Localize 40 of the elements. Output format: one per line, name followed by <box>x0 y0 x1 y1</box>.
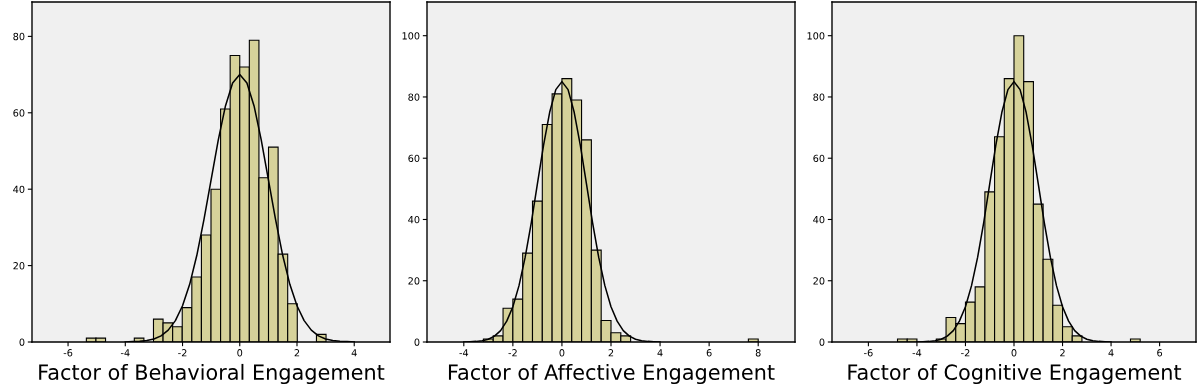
y-tick-label: 100 <box>807 32 825 40</box>
x-axis-title: Factor of Cognitive Engagement <box>848 363 1182 385</box>
x-tick-label: 0 <box>237 349 243 357</box>
x-tick-label: -2 <box>961 349 970 357</box>
x-tick-label: 2 <box>1060 349 1065 357</box>
y-tick-label: 60 <box>813 154 825 163</box>
x-tick-label: 8 <box>755 349 761 357</box>
y-tick-label: 0 <box>819 338 825 346</box>
y-tick-label: 0 <box>19 338 25 346</box>
x-tick-label: 2 <box>608 349 614 357</box>
y-tick-label: 40 <box>813 215 825 224</box>
x-tick-label: -2 <box>508 349 517 357</box>
x-tick-label: 0 <box>559 349 565 357</box>
y-tick-label: 0 <box>414 338 420 346</box>
y-tick-label: 60 <box>408 154 420 163</box>
x-tick-label: 4 <box>351 349 357 357</box>
x-tick-label: 6 <box>1157 349 1163 357</box>
y-tick-label: 40 <box>408 215 420 224</box>
y-tick-label: 80 <box>813 93 825 101</box>
x-tick-label: -6 <box>63 349 73 357</box>
x-axis-title: Factor of Behavioral Engagement <box>39 363 385 385</box>
x-tick-label: 4 <box>657 349 663 357</box>
x-tick-label: 4 <box>1108 349 1114 357</box>
y-tick-label: 80 <box>408 93 420 101</box>
x-tick-label: -2 <box>178 349 187 357</box>
y-tick-label: 60 <box>13 109 25 117</box>
x-tick-label: -6 <box>864 349 873 357</box>
y-tick-label: 20 <box>13 262 25 270</box>
y-tick-label: 100 <box>402 32 420 40</box>
x-axis-title: Factor of Affective Engagement <box>448 363 775 385</box>
x-tick-label: -4 <box>912 349 922 357</box>
x-tick-label: 2 <box>294 349 300 357</box>
x-tick-label: 6 <box>706 349 712 357</box>
y-tick-label: 20 <box>813 277 825 285</box>
x-tick-label: -4 <box>459 349 469 357</box>
x-tick-label: -4 <box>120 349 130 357</box>
x-tick-label: 0 <box>1011 349 1017 357</box>
y-tick-label: 20 <box>408 277 420 285</box>
y-tick-label: 40 <box>13 185 25 194</box>
y-tick-label: 80 <box>13 32 25 41</box>
